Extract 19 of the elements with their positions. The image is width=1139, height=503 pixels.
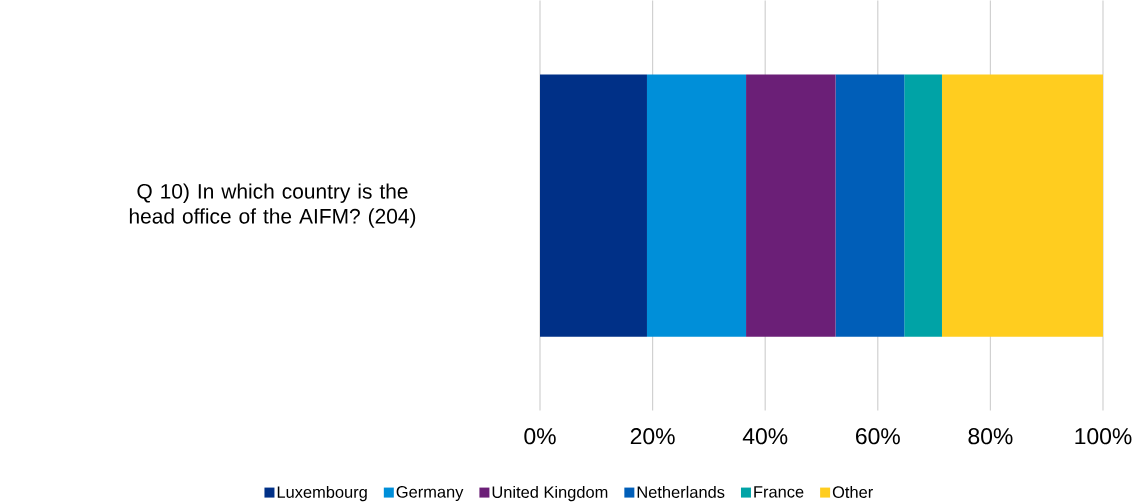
bar (746, 74, 836, 337)
bar (540, 74, 647, 337)
bar (835, 74, 905, 337)
x-tick-label: 100% (1075, 427, 1132, 445)
y-tick-label: Q 10) In which country is the head office of the AIFM? (204) (129, 183, 416, 228)
legend-label: United Kingdom (492, 485, 608, 502)
legend-label: Other (832, 485, 873, 498)
bar (941, 74, 1103, 337)
legend-label: Netherlands (637, 485, 725, 498)
x-tick-label: 80% (968, 427, 1013, 445)
legend-label: France (754, 486, 804, 498)
x-tick-label: 60% (856, 427, 900, 445)
x-tick-label: 40% (742, 427, 788, 445)
legend-label: Luxembourg (277, 485, 367, 502)
legend-label: Germany (396, 485, 464, 501)
bar (904, 74, 942, 337)
bar (646, 74, 747, 337)
x-tick-label: 0% (524, 427, 556, 445)
x-tick-label: 20% (630, 427, 675, 445)
